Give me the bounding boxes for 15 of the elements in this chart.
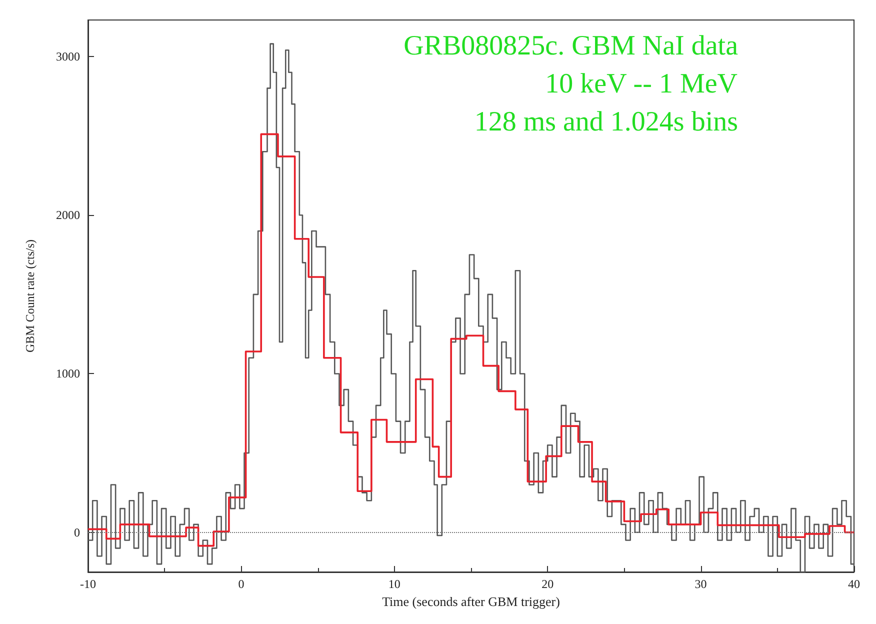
x-tick-label: 10 (388, 577, 400, 591)
x-tick-label: 30 (694, 577, 707, 591)
x-tick-label: 20 (542, 577, 554, 591)
y-tick-label: 0 (74, 525, 80, 540)
annotation: 10 keV -- 1 MeV (545, 68, 738, 100)
annotation: GRB080825c. GBM NaI data (404, 30, 739, 62)
y-axis-title: GBM Count rate (cts/s) (23, 240, 37, 352)
y-tick-label: 3000 (56, 49, 80, 64)
y-tick-label: 1000 (56, 366, 80, 381)
x-tick-label: -10 (80, 577, 96, 591)
x-tick-label: 40 (848, 577, 860, 591)
x-tick-label: 0 (238, 577, 244, 591)
y-tick-label: 2000 (56, 208, 80, 222)
annotation: 128 ms and 1.024s bins (474, 106, 738, 138)
x-axis-title: Time (seconds after GBM trigger) (382, 594, 560, 609)
